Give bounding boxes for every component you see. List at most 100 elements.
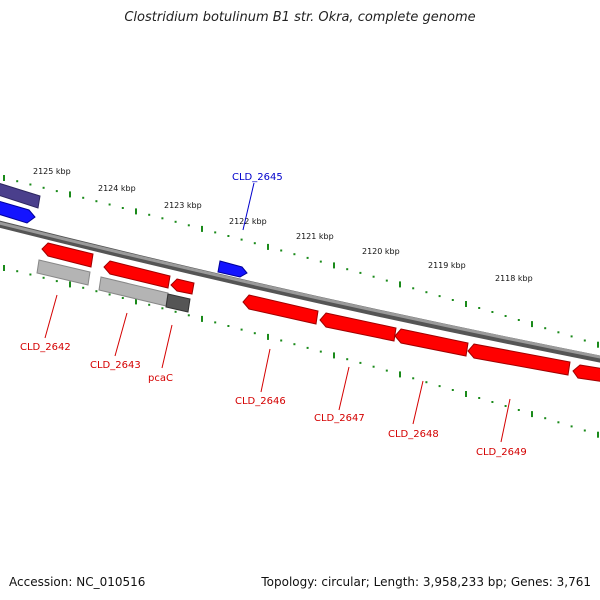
- scale-major-tick: [399, 371, 401, 378]
- scale-major-tick: [333, 262, 335, 269]
- gene-red-mid[interactable]: [103, 260, 171, 289]
- scale-minor-tick: [570, 335, 573, 338]
- scale-minor-tick: [438, 385, 441, 388]
- scale-minor-tick: [438, 295, 441, 298]
- scale-minor-tick: [16, 180, 19, 183]
- scale-minor-tick: [161, 217, 164, 220]
- scale-minor-tick: [319, 350, 322, 353]
- scale-minor-tick: [583, 339, 586, 342]
- scale-minor-tick: [280, 249, 283, 252]
- scale-minor-tick: [121, 297, 124, 299]
- scale-minor-tick: [478, 397, 481, 399]
- scale-minor-tick: [95, 200, 98, 203]
- scale-minor-tick: [29, 183, 32, 186]
- scale-minor-tick: [227, 325, 230, 327]
- scale-minor-tick: [214, 321, 217, 324]
- scale-minor-tick: [227, 235, 230, 237]
- scale-minor-tick: [280, 339, 283, 342]
- leader-line: [44, 294, 58, 339]
- scale-minor-tick: [544, 417, 547, 420]
- scale-major-tick: [3, 175, 5, 181]
- scale-minor-tick: [491, 311, 494, 313]
- scale-minor-tick: [319, 260, 322, 263]
- gene-cld-2646[interactable]: [242, 294, 319, 325]
- leader-line: [260, 348, 271, 393]
- scale-major-tick: [135, 208, 137, 215]
- scale-minor-tick: [55, 280, 58, 283]
- scale-minor-tick: [187, 224, 190, 227]
- scale-minor-tick: [557, 421, 560, 424]
- scale-major-tick: [399, 281, 401, 288]
- scale-minor-tick: [148, 213, 151, 216]
- scale-minor-tick: [42, 186, 45, 189]
- leader-line: [500, 398, 511, 443]
- scale-label: 2123 kbp: [164, 201, 202, 210]
- scale-major-tick: [465, 391, 467, 397]
- scale-major-tick: [531, 411, 533, 418]
- gene-forward-left[interactable]: [0, 200, 36, 224]
- scale-minor-tick: [425, 291, 428, 294]
- genome-summary-text: Topology: circular; Length: 3,958,233 bp…: [261, 575, 591, 589]
- scale-minor-tick: [214, 231, 217, 234]
- scale-label: 2121 kbp: [296, 232, 334, 241]
- gene-red-tiny[interactable]: [170, 278, 195, 295]
- scale-minor-tick: [148, 303, 151, 306]
- scale-minor-tick: [174, 310, 177, 313]
- scale-minor-tick: [583, 429, 586, 432]
- scale-minor-tick: [385, 279, 388, 282]
- genome-title: Clostridium botulinum B1 str. Okra, comp…: [124, 10, 476, 25]
- scale-label: 2119 kbp: [428, 261, 466, 270]
- scale-minor-tick: [517, 319, 520, 321]
- scale-minor-tick: [95, 290, 98, 293]
- scale-minor-tick: [570, 425, 573, 428]
- scale-minor-tick: [385, 369, 388, 372]
- scale-minor-tick: [359, 361, 362, 364]
- scale-minor-tick: [240, 328, 243, 331]
- scale-minor-tick: [16, 270, 19, 273]
- leader-line: [338, 366, 350, 411]
- scale-major-tick: [69, 281, 71, 288]
- gene-cld-2647[interactable]: [319, 312, 397, 342]
- scale-minor-tick: [29, 273, 32, 276]
- scale-minor-tick: [504, 315, 507, 317]
- leader-line: [161, 324, 173, 369]
- scale-minor-tick: [174, 220, 177, 223]
- scale-minor-tick: [451, 389, 454, 391]
- gene-pcac[interactable]: [165, 293, 191, 313]
- gene-red-small[interactable]: [41, 242, 94, 268]
- scale-minor-tick: [346, 268, 349, 271]
- scale-minor-tick: [517, 409, 520, 411]
- gene-label-cld-2642[interactable]: CLD_2642: [20, 342, 71, 353]
- scale-minor-tick: [253, 242, 256, 245]
- gene-label-cld-2646[interactable]: CLD_2646: [235, 396, 286, 407]
- gene-label-cld-2648[interactable]: CLD_2648: [388, 429, 439, 440]
- scale-major-tick: [465, 301, 467, 307]
- gene-cld-2642[interactable]: [36, 259, 91, 286]
- gene-label-cld-2647[interactable]: CLD_2647: [314, 413, 365, 424]
- gene-label-cld-2645[interactable]: CLD_2645: [232, 172, 283, 183]
- scale-minor-tick: [121, 207, 124, 209]
- gene-red-edge[interactable]: [572, 364, 600, 382]
- gene-cld-2648[interactable]: [394, 328, 469, 357]
- gene-cld-2649[interactable]: [467, 343, 571, 376]
- scale-major-tick: [333, 352, 335, 359]
- scale-major-tick: [267, 333, 269, 340]
- scale-minor-tick: [491, 401, 494, 403]
- scale-minor-tick: [108, 203, 111, 206]
- scale-minor-tick: [253, 332, 256, 335]
- scale-major-tick: [69, 191, 71, 198]
- scale-major-tick: [267, 243, 269, 250]
- gene-cld-2645[interactable]: [217, 260, 248, 278]
- gene-navy[interactable]: [0, 182, 41, 209]
- leader-line: [412, 380, 424, 425]
- scale-minor-tick: [306, 346, 309, 349]
- scale-minor-tick: [42, 276, 45, 279]
- scale-minor-tick: [544, 327, 547, 330]
- scale-minor-tick: [557, 331, 560, 334]
- gene-label-pcac[interactable]: pcaC: [148, 373, 173, 384]
- scale-minor-tick: [161, 307, 164, 310]
- gene-label-cld-2649[interactable]: CLD_2649: [476, 447, 527, 458]
- gene-label-cld-2643[interactable]: CLD_2643: [90, 360, 141, 371]
- scale-major-tick: [201, 225, 203, 232]
